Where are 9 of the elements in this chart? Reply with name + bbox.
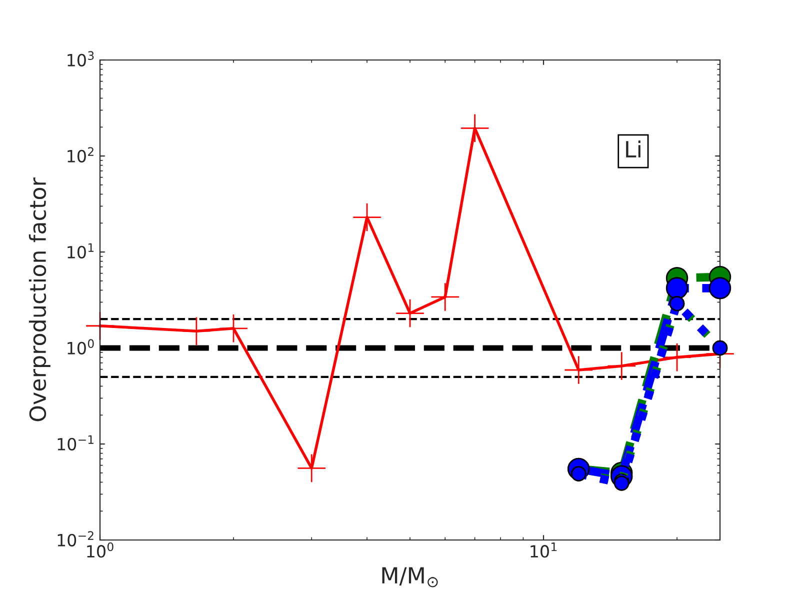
y-tick-label: 10$^{0}$ — [68, 339, 94, 354]
y-tick-label: 10$^{3}$ — [68, 51, 94, 66]
y-axis-title: Overproduction factor — [28, 178, 50, 422]
y-tick-label: 10$^{−2}$ — [58, 531, 94, 546]
x-axis-title: M/M$_{⊙}$ — [382, 567, 438, 588]
y-tick-label: 10$^{2}$ — [68, 147, 94, 162]
y-tick-label: 10$^{1}$ — [68, 243, 94, 258]
y-tick-label: 10$^{−1}$ — [58, 435, 94, 450]
annotation: Li — [626, 140, 640, 158]
